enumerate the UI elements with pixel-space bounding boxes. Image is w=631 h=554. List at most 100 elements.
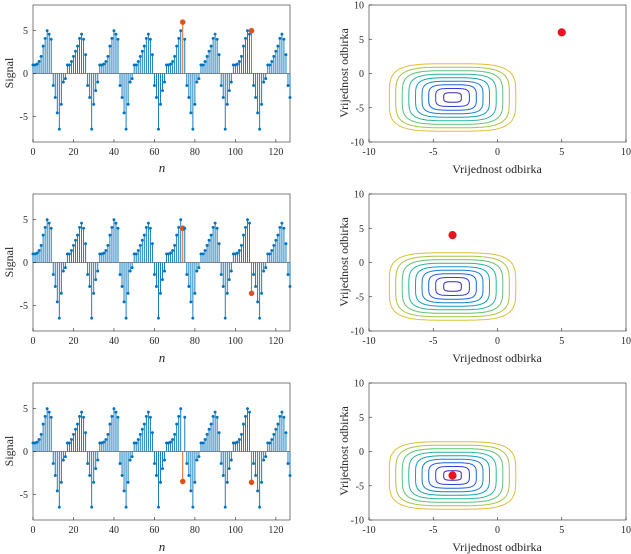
signal-point (82, 415, 86, 419)
highlighted-point (179, 19, 186, 25)
signal-point (156, 505, 160, 509)
contour-level (408, 451, 497, 500)
signal-point (189, 300, 193, 304)
signal-point (239, 243, 243, 247)
signal-point (106, 54, 110, 58)
signal-point (163, 80, 167, 84)
signal-point (84, 431, 88, 435)
contour-level (443, 92, 462, 103)
signal-point (82, 226, 86, 230)
signal-point (102, 62, 106, 66)
signal-point (197, 77, 201, 81)
contour-level (401, 70, 504, 125)
signal-point (45, 29, 49, 33)
signal-point (187, 95, 191, 99)
signal-point (71, 54, 75, 58)
signal-point (237, 249, 241, 253)
signal-point (183, 226, 187, 230)
signal-point (128, 80, 132, 84)
y-tick-label: -10 (351, 327, 364, 338)
signal-point (94, 467, 98, 471)
plot-area (369, 383, 626, 520)
signal-point (37, 60, 41, 64)
contour-level (388, 252, 517, 321)
signal-point (55, 111, 59, 115)
signal-point (120, 95, 124, 99)
signal-point (237, 438, 241, 442)
signal-point (110, 414, 114, 418)
signal-point (243, 225, 247, 229)
signal-point (195, 80, 199, 84)
y-tick-label: -10 (351, 516, 364, 527)
signal-point (51, 83, 55, 87)
signal-point (88, 284, 92, 288)
signal-point (92, 291, 96, 295)
signal-point (106, 243, 110, 247)
signal-point (80, 221, 84, 225)
signal-point (219, 272, 223, 276)
signal-point (57, 127, 61, 131)
signal-point (86, 461, 90, 465)
signal-point (161, 89, 165, 93)
signal-point (225, 480, 229, 484)
signal-point (201, 441, 205, 445)
right-ylabel-1: Vrijednost odbirka (337, 28, 351, 118)
signal-point (47, 221, 51, 225)
signal-point (41, 422, 45, 426)
signal-point (272, 54, 276, 58)
signal-point (282, 415, 286, 419)
signal-point (241, 233, 245, 237)
left-ylabel-3: Signal (2, 435, 16, 466)
x-tick-label: 40 (109, 147, 119, 158)
signal-point (276, 233, 280, 237)
signal-point (104, 249, 108, 253)
x-tick-label: -5 (429, 147, 437, 158)
signal-point (205, 54, 209, 58)
contour-level (421, 269, 484, 304)
signal-point (92, 102, 96, 106)
signal-point (252, 272, 256, 276)
signal-point (243, 36, 247, 40)
contour-level (443, 470, 462, 481)
signal-point (114, 410, 118, 414)
signal-point (108, 233, 112, 237)
signal-point (37, 249, 41, 253)
signal-point (49, 415, 53, 419)
contour-level (421, 458, 484, 493)
y-tick-label: 5 (359, 35, 364, 46)
signal-point (59, 480, 63, 484)
x-tick-label: 5 (559, 336, 564, 347)
signal-point (173, 54, 177, 58)
contour-level (435, 466, 470, 485)
signal-point (262, 80, 266, 84)
signal-point (201, 63, 205, 67)
signal-point (246, 29, 250, 33)
signal-point (205, 243, 209, 247)
signal-point (270, 60, 274, 64)
signal-point (197, 455, 201, 459)
right-xlabel-1: Vrijednost odbirka (452, 162, 542, 176)
signal-point (191, 316, 195, 320)
signal-point (256, 111, 260, 115)
signal-point (260, 480, 264, 484)
signal-point (171, 438, 175, 442)
signal-point (183, 37, 187, 41)
x-tick-label: 5 (559, 147, 564, 158)
signal-point (179, 218, 183, 222)
signal-point (35, 251, 39, 255)
signal-point (213, 221, 217, 225)
signal-point (57, 316, 61, 320)
signal-point (185, 83, 189, 87)
signal-point (112, 29, 116, 33)
signal-point (272, 432, 276, 436)
signal-point (154, 284, 158, 288)
contour-level (428, 84, 477, 111)
signal-point (254, 95, 258, 99)
signal-point (152, 272, 156, 276)
signal-point (209, 422, 213, 426)
signal-point (78, 36, 82, 40)
signal-point (102, 440, 106, 444)
signal-point (122, 489, 126, 493)
x-tick-label: 20 (68, 336, 78, 347)
